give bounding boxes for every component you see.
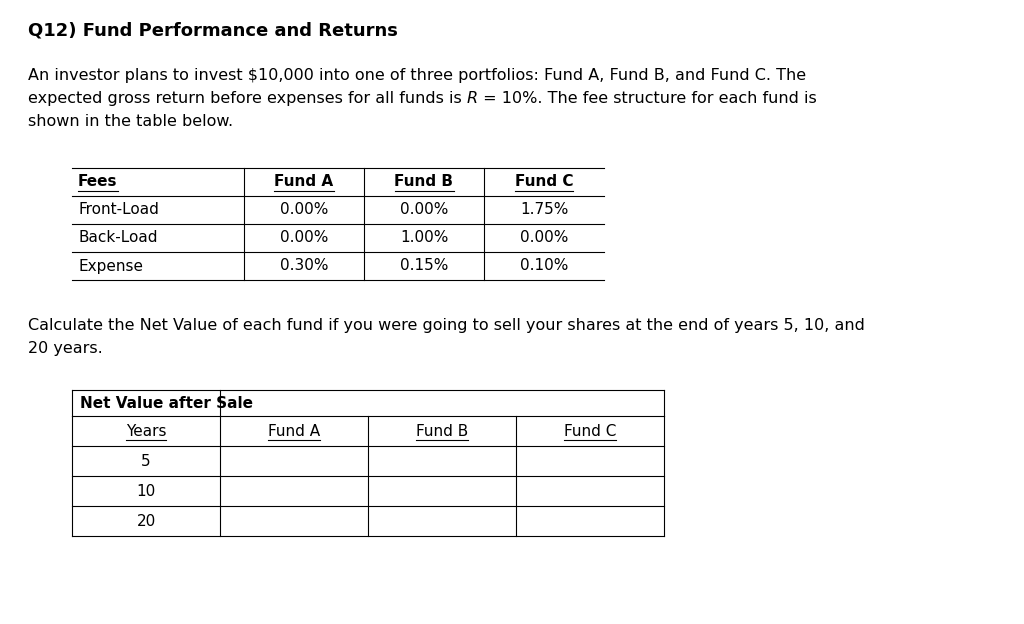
- Text: 0.15%: 0.15%: [399, 258, 449, 273]
- Text: Years: Years: [126, 424, 166, 439]
- Text: An investor plans to invest $10,000 into one of three portfolios: Fund A, Fund B: An investor plans to invest $10,000 into…: [28, 68, 806, 83]
- Text: 0.00%: 0.00%: [280, 203, 328, 218]
- Text: Fund B: Fund B: [416, 424, 468, 439]
- Text: Fund C: Fund C: [515, 175, 573, 190]
- Text: Calculate the Net Value of each fund if you were going to sell your shares at th: Calculate the Net Value of each fund if …: [28, 318, 865, 333]
- Text: 1.75%: 1.75%: [520, 203, 568, 218]
- Text: 0.00%: 0.00%: [399, 203, 449, 218]
- Text: 1.00%: 1.00%: [399, 230, 449, 245]
- Text: Net Value after Sale: Net Value after Sale: [80, 396, 253, 411]
- Text: Back-Load: Back-Load: [78, 230, 158, 245]
- Text: 0.30%: 0.30%: [280, 258, 329, 273]
- Text: 0.10%: 0.10%: [520, 258, 568, 273]
- Text: Expense: Expense: [78, 258, 143, 273]
- Text: 20 years.: 20 years.: [28, 341, 102, 356]
- Text: 0.00%: 0.00%: [520, 230, 568, 245]
- Text: 20: 20: [136, 514, 156, 529]
- Text: shown in the table below.: shown in the table below.: [28, 114, 233, 129]
- Text: Fund A: Fund A: [274, 175, 334, 190]
- Text: 5: 5: [141, 454, 151, 469]
- Text: Fees: Fees: [78, 175, 118, 190]
- Text: Front-Load: Front-Load: [78, 203, 159, 218]
- Text: Fund A: Fund A: [268, 424, 321, 439]
- Text: Fund C: Fund C: [564, 424, 616, 439]
- Text: R: R: [467, 91, 478, 106]
- Text: 0.00%: 0.00%: [280, 230, 328, 245]
- Text: 10: 10: [136, 484, 156, 499]
- Text: Q12) Fund Performance and Returns: Q12) Fund Performance and Returns: [28, 22, 398, 40]
- Text: expected gross return before expenses for all funds is: expected gross return before expenses fo…: [28, 91, 467, 106]
- Text: = 10%. The fee structure for each fund is: = 10%. The fee structure for each fund i…: [478, 91, 817, 106]
- Text: Fund B: Fund B: [394, 175, 454, 190]
